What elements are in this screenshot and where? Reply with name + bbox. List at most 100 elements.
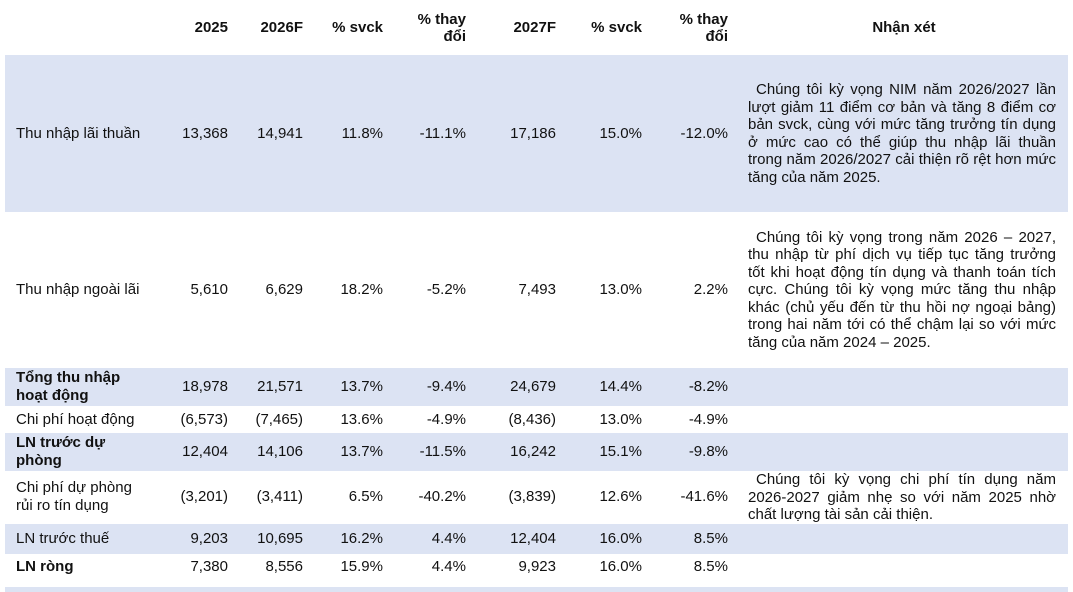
header-yoy-2027: % svck (591, 19, 642, 36)
cell-2027f: (8,436) (508, 410, 556, 428)
header-yoy-2026: % svck (332, 19, 383, 36)
cell-2027f: 12,404 (478, 523, 568, 554)
cell-2025: 5,610 (190, 281, 228, 298)
cell-2025: (3,201) (180, 488, 228, 506)
forecast-table: 2025 2026F % svck % thay đổi 2027F % svck… (5, 0, 1068, 581)
table-bottom-band (5, 587, 1068, 592)
cell-yoy-2026: 13.7% (315, 433, 395, 471)
table-row: Chi phí dự phòng rủi ro tín dụng (3,201) … (5, 471, 1068, 524)
cell-yoy-2026: 6.5% (348, 488, 383, 506)
cell-2025: 18,978 (160, 368, 240, 406)
cell-2026f: 10,695 (240, 523, 315, 554)
cell-yoy-2027: 16.0% (599, 558, 642, 575)
cell-yoy-2026: 16.2% (315, 523, 395, 554)
table-row: LN ròng 7,380 8,556 15.9% 4.4% 9,923 16.… (5, 554, 1068, 581)
cell-change-2027: 2.2% (693, 281, 728, 298)
note-text: Chúng tôi kỳ vọng NIM năm 2026/2027 lần … (748, 81, 1056, 186)
table-row: Chi phí hoạt động (6,573) (7,465) 13.6% … (5, 406, 1068, 433)
cell-2026f: 14,106 (240, 433, 315, 471)
cell-change-2027: 8.5% (654, 523, 740, 554)
row-label: Chi phí hoạt động (16, 410, 135, 428)
row-label: Thu nhập lãi thuần (5, 55, 160, 212)
cell-yoy-2026: 13.7% (315, 368, 395, 406)
note-text: Chúng tôi kỳ vọng trong năm 2026 – 2027,… (748, 228, 1056, 351)
cell-change-2026: -4.9% (426, 410, 466, 428)
cell-2027f: 24,679 (478, 368, 568, 406)
cell-2025: 9,203 (160, 523, 240, 554)
note-provision: Chúng tôi kỳ vọng chi phí tín dụng năm 2… (740, 471, 1068, 524)
note-empty (740, 523, 1068, 554)
note-text: Chúng tôi kỳ vọng chi phí tín dụng năm 2… (748, 471, 1056, 523)
cell-yoy-2026: 15.9% (340, 558, 383, 575)
row-label-line1: LN trước dự (16, 434, 106, 451)
table-row: Thu nhập ngoài lãi 5,610 6,629 18.2% -5.… (5, 212, 1068, 368)
cell-2025: 12,404 (160, 433, 240, 471)
cell-yoy-2027: 13.0% (599, 410, 642, 428)
row-label: Tổng thu nhập hoạt động (5, 368, 160, 406)
row-label: LN trước dự phòng (5, 433, 160, 471)
cell-yoy-2026: 18.2% (340, 281, 383, 298)
header-2026f: 2026F (260, 19, 303, 36)
note-empty (740, 406, 1068, 433)
cell-change-2026: -11.1% (395, 55, 478, 212)
cell-2027f: 7,493 (518, 281, 556, 298)
cell-2026f: (3,411) (256, 488, 303, 506)
cell-2026f: (7,465) (255, 410, 303, 428)
cell-change-2026: -40.2% (418, 488, 466, 506)
cell-yoy-2027: 15.0% (568, 55, 654, 212)
row-label: Chi phí dự phòng rủi ro tín dụng (5, 471, 160, 524)
note-empty (740, 368, 1068, 406)
header-change-2026-line2: đổi (443, 27, 467, 45)
cell-2025: 13,368 (160, 55, 240, 212)
cell-2025: (6,573) (180, 410, 228, 428)
cell-change-2027: -8.2% (654, 368, 740, 406)
cell-2027f: 9,923 (518, 558, 556, 575)
row-label-line2: hoạt động (16, 387, 89, 404)
header-change-2027-line2: đổi (705, 27, 729, 45)
note-empty (740, 433, 1068, 471)
cell-yoy-2027: 14.4% (568, 368, 654, 406)
cell-yoy-2027: 13.0% (599, 281, 642, 298)
cell-yoy-2027: 12.6% (599, 488, 642, 506)
row-label: LN trước thuế (5, 523, 160, 554)
cell-change-2027: -9.8% (654, 433, 740, 471)
cell-yoy-2027: 15.1% (568, 433, 654, 471)
cell-yoy-2026: 11.8% (315, 55, 395, 212)
cell-2026f: 6,629 (265, 281, 303, 298)
note-net-interest-income: Chúng tôi kỳ vọng NIM năm 2026/2027 lần … (740, 55, 1068, 212)
row-label-line1: Chi phí dự phòng (16, 479, 132, 497)
cell-2027f: 17,186 (478, 55, 568, 212)
cell-change-2026: 4.4% (431, 558, 466, 575)
table-row: LN trước thuế 9,203 10,695 16.2% 4.4% 12… (5, 523, 1068, 554)
header-row: 2025 2026F % svck % thay đổi 2027F % svck… (5, 0, 1068, 55)
header-2027f: 2027F (513, 19, 556, 36)
note-empty (740, 554, 1068, 581)
header-change-2027-line1: % thay (679, 10, 728, 28)
row-label: Thu nhập ngoài lãi (16, 281, 140, 298)
table-row: Tổng thu nhập hoạt động 18,978 21,571 13.… (5, 368, 1068, 406)
cell-2026f: 8,556 (265, 558, 303, 575)
cell-yoy-2026: 13.6% (340, 410, 383, 428)
table-row: LN trước dự phòng 12,404 14,106 13.7% -11… (5, 433, 1068, 471)
header-note: Nhận xét (872, 19, 936, 36)
row-label-line1: Tổng thu nhập (16, 369, 121, 386)
cell-2025: 7,380 (190, 558, 228, 575)
cell-change-2027: -4.9% (688, 410, 728, 428)
cell-change-2027: 8.5% (693, 558, 728, 575)
cell-change-2027: -12.0% (654, 55, 740, 212)
cell-yoy-2027: 16.0% (568, 523, 654, 554)
cell-2027f: (3,839) (508, 488, 556, 506)
header-2025: 2025 (194, 19, 228, 36)
cell-change-2026: -9.4% (395, 368, 478, 406)
header-label-col (5, 0, 160, 55)
cell-2027f: 16,242 (478, 433, 568, 471)
cell-change-2026: -5.2% (426, 281, 466, 298)
row-label: LN ròng (16, 558, 74, 575)
table-row: Thu nhập lãi thuần 13,368 14,941 11.8% -… (5, 55, 1068, 212)
row-label-line2: phòng (16, 452, 62, 469)
note-non-interest-income: Chúng tôi kỳ vọng trong năm 2026 – 2027,… (740, 212, 1068, 368)
cell-2026f: 14,941 (240, 55, 315, 212)
header-change-2026-line1: % thay (417, 10, 466, 28)
cell-change-2026: -11.5% (395, 433, 478, 471)
cell-change-2027: -41.6% (680, 488, 728, 506)
